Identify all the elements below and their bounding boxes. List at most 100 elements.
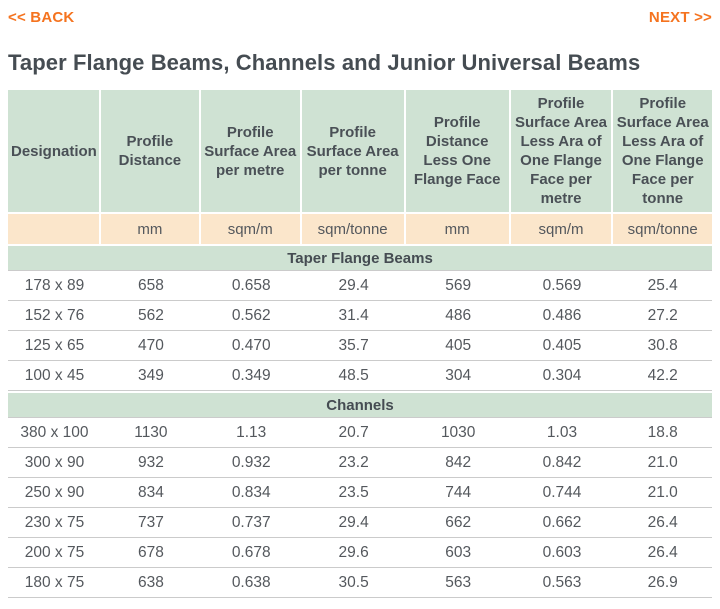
next-link[interactable]: NEXT >> (648, 9, 712, 26)
unit-cell: mm (405, 214, 511, 244)
value-cell: 30.5 (301, 568, 406, 598)
value-cell: 638 (100, 568, 201, 598)
value-cell: 0.486 (510, 301, 614, 331)
value-cell: 31.4 (301, 301, 406, 331)
value-cell: 23.5 (301, 478, 406, 508)
value-cell: 486 (405, 301, 511, 331)
designation-cell: 230 x 75 (8, 508, 101, 538)
designation-cell: 178 x 89 (8, 271, 101, 301)
table-row: 178 x 89 658 0.658 29.4 569 0.569 25.4 (8, 271, 712, 301)
table-row: 180 x 75 638 0.638 30.5 563 0.563 26.9 (8, 568, 712, 598)
table-row: 230 x 75 737 0.737 29.4 662 0.662 26.4 (8, 508, 712, 538)
value-cell: 470 (100, 331, 201, 361)
designation-cell: 100 x 45 (8, 361, 101, 391)
value-cell: 562 (100, 301, 201, 331)
value-cell: 0.658 (200, 271, 302, 301)
value-cell: 0.563 (510, 568, 614, 598)
value-cell: 0.678 (200, 538, 302, 568)
value-cell: 0.349 (200, 361, 302, 391)
value-cell: 0.470 (200, 331, 302, 361)
value-cell: 0.744 (510, 478, 614, 508)
designation-cell: 380 x 100 (8, 418, 101, 448)
value-cell: 35.7 (301, 331, 406, 361)
value-cell: 658 (100, 271, 201, 301)
value-cell: 0.405 (510, 331, 614, 361)
value-cell: 569 (405, 271, 511, 301)
value-cell: 842 (405, 448, 511, 478)
value-cell: 27.2 (613, 301, 712, 331)
table-row: 100 x 45 349 0.349 48.5 304 0.304 42.2 (8, 361, 712, 391)
value-cell: 0.569 (510, 271, 614, 301)
value-cell: 0.304 (510, 361, 614, 391)
value-cell: 0.638 (200, 568, 302, 598)
back-link[interactable]: << BACK (8, 9, 75, 26)
value-cell: 737 (100, 508, 201, 538)
table-row: 380 x 100 1130 1.13 20.7 1030 1.03 18.8 (8, 418, 712, 448)
designation-cell: 250 x 90 (8, 478, 101, 508)
value-cell: 26.9 (613, 568, 712, 598)
value-cell: 0.842 (510, 448, 614, 478)
table-row: 200 x 75 678 0.678 29.6 603 0.603 26.4 (8, 538, 712, 568)
value-cell: 0.834 (200, 478, 302, 508)
value-cell: 30.8 (613, 331, 712, 361)
unit-cell: sqm/m (510, 214, 614, 244)
value-cell: 21.0 (613, 478, 712, 508)
table-row: 125 x 65 470 0.470 35.7 405 0.405 30.8 (8, 331, 712, 361)
unit-cell (8, 214, 101, 244)
unit-cell: mm (100, 214, 201, 244)
designation-cell: 152 x 76 (8, 301, 101, 331)
value-cell: 603 (405, 538, 511, 568)
col-header-surface-area-per-tonne: Profile Surface Area per tonne (301, 90, 406, 214)
header-row: Designation Profile Distance Profile Sur… (8, 90, 712, 214)
col-header-surface-less-flange-per-tonne: Profile Surface Area Less Ara of One Fla… (613, 90, 712, 214)
col-header-profile-distance: Profile Distance (100, 90, 201, 214)
value-cell: 21.0 (613, 448, 712, 478)
value-cell: 0.932 (200, 448, 302, 478)
section-row-taper-flange-beams: Taper Flange Beams (8, 244, 712, 271)
col-header-designation: Designation (8, 90, 101, 214)
value-cell: 662 (405, 508, 511, 538)
value-cell: 23.2 (301, 448, 406, 478)
col-header-distance-less-one-flange: Profile Distance Less One Flange Face (405, 90, 511, 214)
value-cell: 678 (100, 538, 201, 568)
value-cell: 26.4 (613, 508, 712, 538)
designation-cell: 200 x 75 (8, 538, 101, 568)
section-row-channels: Channels (8, 391, 712, 418)
page-title: Taper Flange Beams, Channels and Junior … (8, 50, 641, 75)
section-label: Channels (8, 391, 712, 418)
col-header-surface-area-per-metre: Profile Surface Area per metre (200, 90, 302, 214)
value-cell: 349 (100, 361, 201, 391)
value-cell: 834 (100, 478, 201, 508)
value-cell: 18.8 (613, 418, 712, 448)
unit-cell: sqm/m (200, 214, 302, 244)
value-cell: 26.4 (613, 538, 712, 568)
value-cell: 405 (405, 331, 511, 361)
top-navigation: << BACK NEXT >> (0, 0, 720, 26)
table-row: 250 x 90 834 0.834 23.5 744 0.744 21.0 (8, 478, 712, 508)
unit-row: mm sqm/m sqm/tonne mm sqm/m sqm/tonne (8, 214, 712, 244)
designation-cell: 300 x 90 (8, 448, 101, 478)
value-cell: 304 (405, 361, 511, 391)
value-cell: 1130 (100, 418, 201, 448)
value-cell: 42.2 (613, 361, 712, 391)
value-cell: 48.5 (301, 361, 406, 391)
col-header-surface-less-flange-per-metre: Profile Surface Area Less Ara of One Fla… (510, 90, 614, 214)
value-cell: 563 (405, 568, 511, 598)
value-cell: 0.737 (200, 508, 302, 538)
value-cell: 1.03 (510, 418, 614, 448)
unit-cell: sqm/tonne (613, 214, 712, 244)
value-cell: 1.13 (200, 418, 302, 448)
value-cell: 25.4 (613, 271, 712, 301)
beam-spec-table: Designation Profile Distance Profile Sur… (8, 90, 712, 598)
value-cell: 1030 (405, 418, 511, 448)
designation-cell: 180 x 75 (8, 568, 101, 598)
value-cell: 0.662 (510, 508, 614, 538)
value-cell: 29.4 (301, 271, 406, 301)
section-label: Taper Flange Beams (8, 244, 712, 271)
value-cell: 29.6 (301, 538, 406, 568)
value-cell: 20.7 (301, 418, 406, 448)
value-cell: 932 (100, 448, 201, 478)
table-row: 152 x 76 562 0.562 31.4 486 0.486 27.2 (8, 301, 712, 331)
value-cell: 29.4 (301, 508, 406, 538)
value-cell: 0.603 (510, 538, 614, 568)
